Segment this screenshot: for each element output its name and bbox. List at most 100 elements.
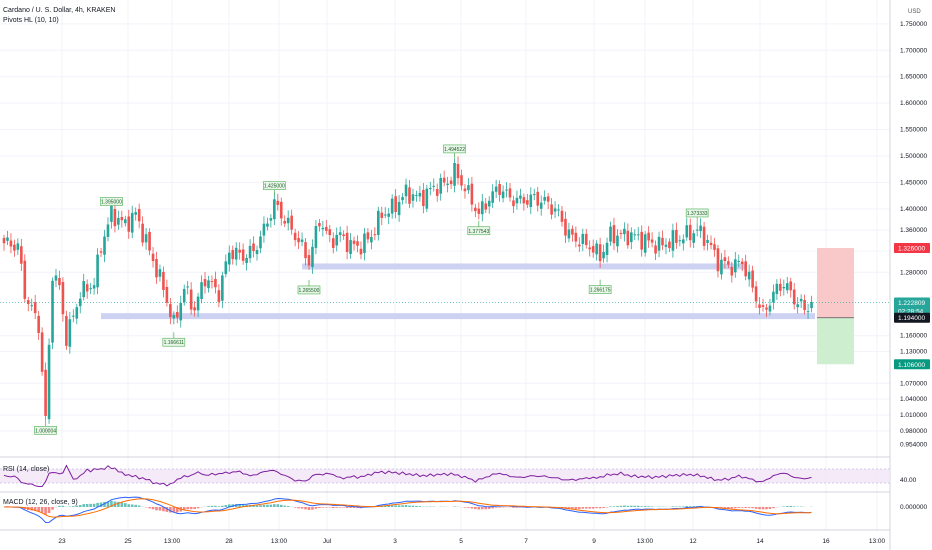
candle-body [96,254,99,288]
candle-body [494,186,498,192]
price-axis[interactable]: 1.750000 1.700000 1.650000 1.600000 1.550000… [900,21,927,511]
support-level [101,313,816,320]
candle-body [723,257,727,262]
macd-histogram-bar [293,507,297,508]
candle-body [286,217,290,224]
candle-body [688,224,692,241]
candle-body [498,184,501,196]
candle-body [411,194,415,201]
macd-histogram-bar [338,507,342,508]
macd-histogram-bar [356,507,359,508]
candle-body [262,223,266,236]
candle-body [806,311,810,313]
candle-body [446,183,449,185]
candle-body [685,225,689,238]
macd-label[interactable]: MACD (12, 26, close, 9) [3,499,78,506]
candle-body [744,261,747,277]
pivot-box [100,197,123,206]
macd-histogram-bar [484,507,488,510]
macd-histogram-bar [307,507,311,510]
candle-body [120,216,124,221]
pivot-box [467,226,491,236]
macd-histogram-bar [397,505,401,507]
macd-histogram-bar [675,506,678,507]
pivot-box [297,285,321,295]
candle-body [616,235,619,247]
macd-histogram-bar [480,507,484,510]
macd-histogram-bar [238,504,241,507]
pivots-indicator-label[interactable]: Pivots HL (10, 10) [3,17,59,24]
candle-body [234,247,238,260]
candle-body [151,253,155,262]
pivot-label: 1.395000 [101,200,122,206]
macd-histogram-bar [453,506,456,507]
macd-histogram-bar [89,503,92,507]
macd-histogram-bar [723,507,727,509]
candle-body [325,226,328,231]
macd-histogram-bar [325,507,328,508]
candle-body [37,315,40,333]
candle-body [404,184,408,197]
price-tick: 1.040000 [900,396,927,403]
candle-body [803,300,806,311]
time-tick: 28 [225,538,233,545]
candle-body [54,275,58,281]
candle-body [106,224,110,237]
candle-body [581,233,585,244]
candle-body [709,242,713,246]
candle-body [200,282,203,299]
macd-histogram-bar [394,505,397,507]
candle-body [460,175,463,186]
macd-histogram-bar [255,505,259,507]
candle-body [706,239,709,243]
time-tick: 14 [756,538,764,545]
candle-body [259,236,262,249]
macd-histogram-bar [221,505,224,507]
candle-body [536,191,540,206]
rsi-label[interactable]: RSI (14, close) [3,466,50,473]
candle-body [155,259,158,278]
time-tick: 12 [689,538,697,545]
candle-body [283,220,287,224]
position-tool[interactable] [817,247,854,365]
candle-body [383,214,387,216]
price-tick: 1.360000 [900,227,927,234]
time-axis[interactable]: 23 25 13:00 28 13:00 Jul 3 5 7 9 13:00 12 14 16 13:00 [58,538,885,545]
candle-body [85,284,89,292]
macd-histogram-bar [279,504,283,507]
candle-body [747,271,751,280]
candle-body [47,344,51,420]
candle-body [210,281,214,283]
candle-body [61,282,65,315]
macd-histogram-bar [335,507,339,508]
candle-body [92,285,96,289]
macd-histogram-bar [207,506,210,507]
price-tick: 1.450000 [900,179,927,186]
macd-histogram-bar [383,505,387,507]
candle-body [345,232,349,253]
macd-histogram-bar [477,507,481,510]
candle-body [782,287,786,289]
candle-body [13,244,16,251]
macd-histogram-bar [578,507,581,510]
candle-body [141,223,144,243]
macd-histogram-bar [768,507,772,509]
macd-histogram-bar [30,507,34,511]
price-tick: 1.130000 [900,349,927,356]
macd-histogram-bar [37,507,40,512]
candle-body [571,228,574,235]
macd-histogram-bar [390,505,394,507]
take-profit-zone [817,317,854,365]
candle-body [584,233,588,246]
macd-histogram-bar [193,507,196,509]
time-tick: 13:00 [271,538,288,545]
macd-tick: 0.000000 [900,504,927,511]
candle-body [82,281,86,298]
candle-body [394,196,397,212]
candle-body [58,277,61,286]
candle-body [612,225,616,244]
candle-body [505,189,508,191]
macd-histogram-bar [474,507,477,510]
candle-body [68,319,72,347]
